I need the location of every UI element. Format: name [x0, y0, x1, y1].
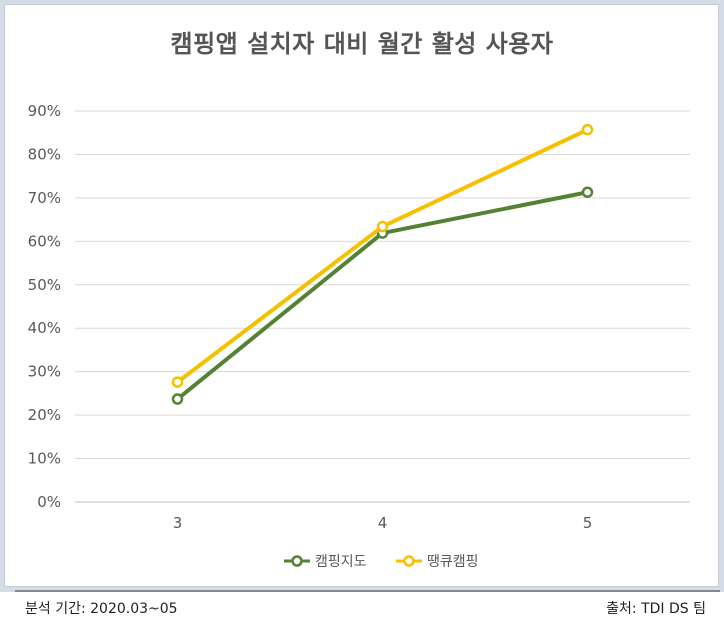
chart-card [4, 4, 719, 587]
source-credit: 출처: TDI DS 팀 [606, 601, 706, 617]
y-tick-label: 40% [28, 319, 61, 337]
y-tick-label: 50% [28, 276, 61, 294]
data-point [171, 376, 184, 388]
x-tick-label: 3 [173, 514, 183, 532]
legend-marker [403, 555, 415, 567]
y-tick-label: 10% [28, 450, 61, 468]
data-point [581, 123, 594, 136]
y-tick-label: 60% [28, 232, 61, 250]
footer: 분석 기간: 2020.03~05 출처: TDI DS 팀 [0, 592, 724, 635]
legend-label: 캠핑지도 [315, 554, 367, 570]
y-tick-label: 70% [28, 189, 61, 207]
data-point [171, 393, 184, 405]
y-tick-label: 0% [37, 493, 61, 511]
x-tick-label: 4 [378, 514, 388, 532]
legend-marker [291, 555, 303, 567]
footer-divider [15, 590, 720, 592]
legend-label: 땡큐캠핑 [427, 554, 479, 570]
line-chart: 0% 10% 20% 30% 40% 50% 60% 70% 80% 90% 3 4 5 캠핑지도 땡큐캠핑 [28, 102, 690, 570]
y-tick-label: 90% [28, 102, 61, 120]
data-point [581, 186, 594, 198]
y-tick-label: 20% [28, 406, 61, 424]
chart-title: 캠핑앱 설치자 대비 월간 활성 사용자 [170, 30, 554, 58]
series-line-2 [175, 127, 590, 385]
x-tick-label: 5 [583, 514, 593, 532]
y-tick-label: 80% [28, 145, 61, 163]
analysis-period: 분석 기간: 2020.03~05 [25, 601, 178, 617]
data-point [376, 220, 389, 233]
y-tick-label: 30% [28, 363, 61, 381]
